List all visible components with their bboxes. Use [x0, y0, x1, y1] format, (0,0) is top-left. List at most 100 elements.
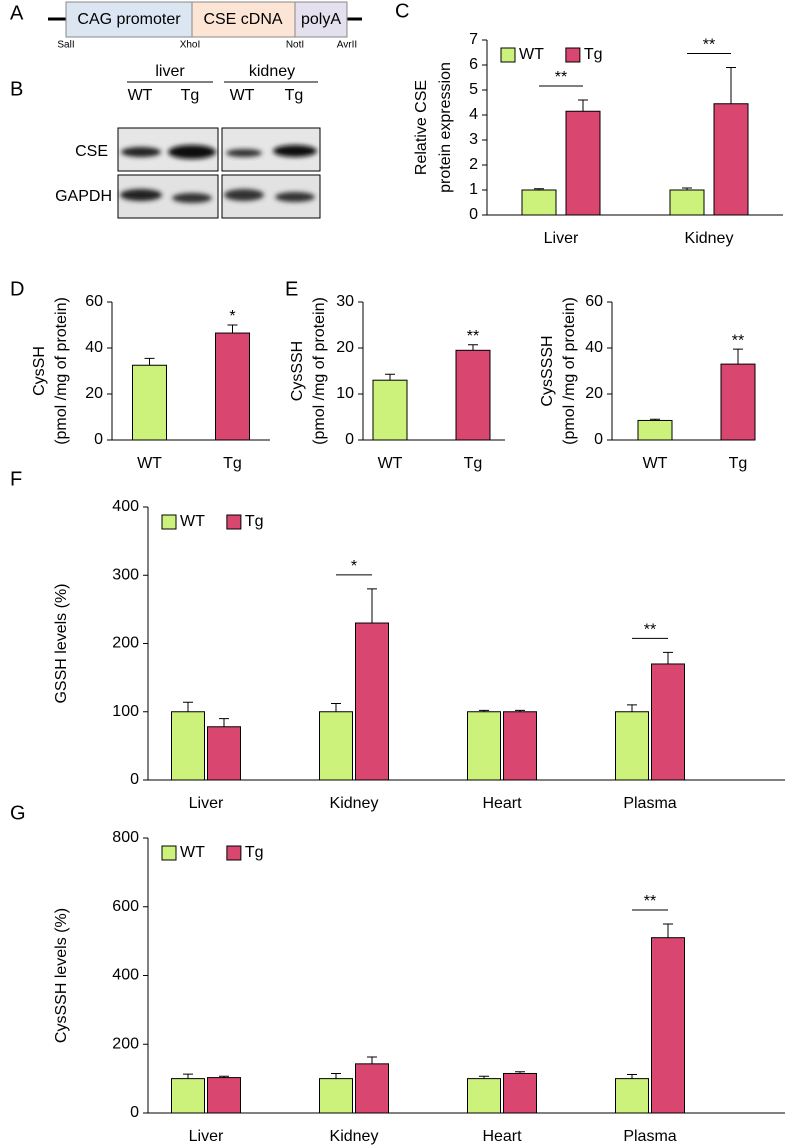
bar [171, 1078, 205, 1114]
error-bar [682, 187, 692, 190]
error-bar [578, 99, 588, 112]
protein-label: GAPDH [55, 188, 112, 205]
error-bar [331, 1072, 341, 1079]
panel-label: A [10, 2, 24, 24]
y-tick-label: 0 [594, 431, 603, 448]
bar [615, 711, 649, 781]
error-bar [479, 1075, 489, 1079]
panel-label: B [10, 78, 23, 100]
y-tick-label: 60 [585, 293, 603, 310]
y-axis-label: CysSSSH [539, 335, 556, 406]
segment-box [294, 1, 348, 38]
bar [713, 103, 749, 216]
legend-swatch [161, 514, 177, 530]
segment-box [191, 1, 296, 38]
significance-label: ** [703, 37, 715, 54]
bar [455, 349, 491, 441]
bar [319, 1078, 353, 1114]
x-tick-label: Tg [223, 455, 242, 472]
error-bar [385, 373, 395, 381]
site-label: SalI [57, 40, 74, 51]
significance-label: ** [732, 332, 744, 349]
significance-label: ** [555, 69, 567, 86]
y-tick-label: 800 [112, 829, 139, 846]
bar [651, 663, 685, 781]
y-axis-label: CysSSH levels (%) [53, 908, 70, 1043]
error-bar [219, 718, 229, 727]
bar [215, 332, 250, 441]
bar [355, 622, 389, 781]
y-tick-label: 60 [85, 293, 103, 310]
x-tick-label: WT [378, 455, 403, 472]
y-tick-label: 600 [112, 898, 139, 915]
y-tick-label: 30 [336, 293, 354, 310]
y-tick-label: 0 [130, 771, 139, 788]
segment-label: CAG promoter [77, 11, 181, 28]
y-axis-label: GSSH levels (%) [53, 583, 70, 703]
x-tick-label: Heart [482, 1128, 522, 1145]
legend-swatch [565, 47, 581, 63]
legend-label: Tg [245, 844, 264, 861]
genotype-label: Tg [285, 87, 304, 104]
bar [503, 1072, 537, 1114]
legend-swatch [161, 845, 177, 861]
genotype-label: WT [230, 87, 255, 104]
y-axis-label: (pmol /mg of protein) [561, 297, 578, 445]
genotype-label: Tg [181, 87, 200, 104]
y-tick-label: 400 [112, 967, 139, 984]
bar [637, 419, 673, 441]
site-label: NotI [286, 40, 304, 51]
error-bar [663, 651, 673, 664]
bar [372, 379, 408, 441]
legend-label: Tg [245, 513, 264, 530]
error-bar [227, 324, 238, 334]
legend-label: Tg [584, 46, 603, 63]
y-tick-label: 20 [336, 339, 354, 356]
y-tick-label: 300 [112, 566, 139, 583]
bar [467, 1078, 501, 1114]
protein-label: CSE [75, 143, 108, 160]
bar [669, 189, 705, 216]
bar [207, 726, 241, 781]
tissue-label: liver [155, 63, 185, 80]
y-tick-label: 7 [469, 31, 478, 48]
genotype-label: WT [128, 87, 153, 104]
tissue-label: kidney [249, 63, 295, 80]
bar [565, 110, 601, 216]
x-tick-label: Kidney [330, 1128, 379, 1145]
x-tick-label: Heart [482, 795, 522, 812]
bar [651, 937, 685, 1114]
significance-label: ** [467, 328, 479, 345]
error-bar [515, 1071, 525, 1074]
y-tick-label: 0 [130, 1104, 139, 1121]
error-bar [144, 357, 155, 366]
error-bar [468, 344, 478, 351]
panel-label: C [395, 0, 409, 22]
x-tick-label: Tg [464, 455, 483, 472]
y-tick-label: 20 [85, 385, 103, 402]
bar [521, 189, 557, 216]
x-tick-label: Tg [729, 455, 748, 472]
error-bar [479, 709, 489, 712]
y-tick-label: 400 [112, 498, 139, 515]
bar [467, 711, 501, 781]
y-axis-label: CysSH [31, 346, 48, 396]
y-tick-label: 6 [469, 56, 478, 73]
error-bar [331, 703, 341, 712]
error-bar [367, 1056, 377, 1064]
error-bar [183, 701, 193, 712]
legend-swatch [226, 514, 242, 530]
legend-swatch [500, 47, 516, 63]
panel-label: G [10, 802, 26, 824]
y-tick-label: 200 [112, 1035, 139, 1052]
bar [720, 363, 756, 441]
y-axis-label: CysSSH [289, 341, 306, 401]
error-bar [219, 1075, 229, 1078]
significance-label: ** [644, 893, 656, 910]
site-label: AvrII [337, 40, 357, 51]
error-bar [663, 923, 673, 938]
error-bar [650, 418, 660, 421]
bar [615, 1078, 649, 1114]
